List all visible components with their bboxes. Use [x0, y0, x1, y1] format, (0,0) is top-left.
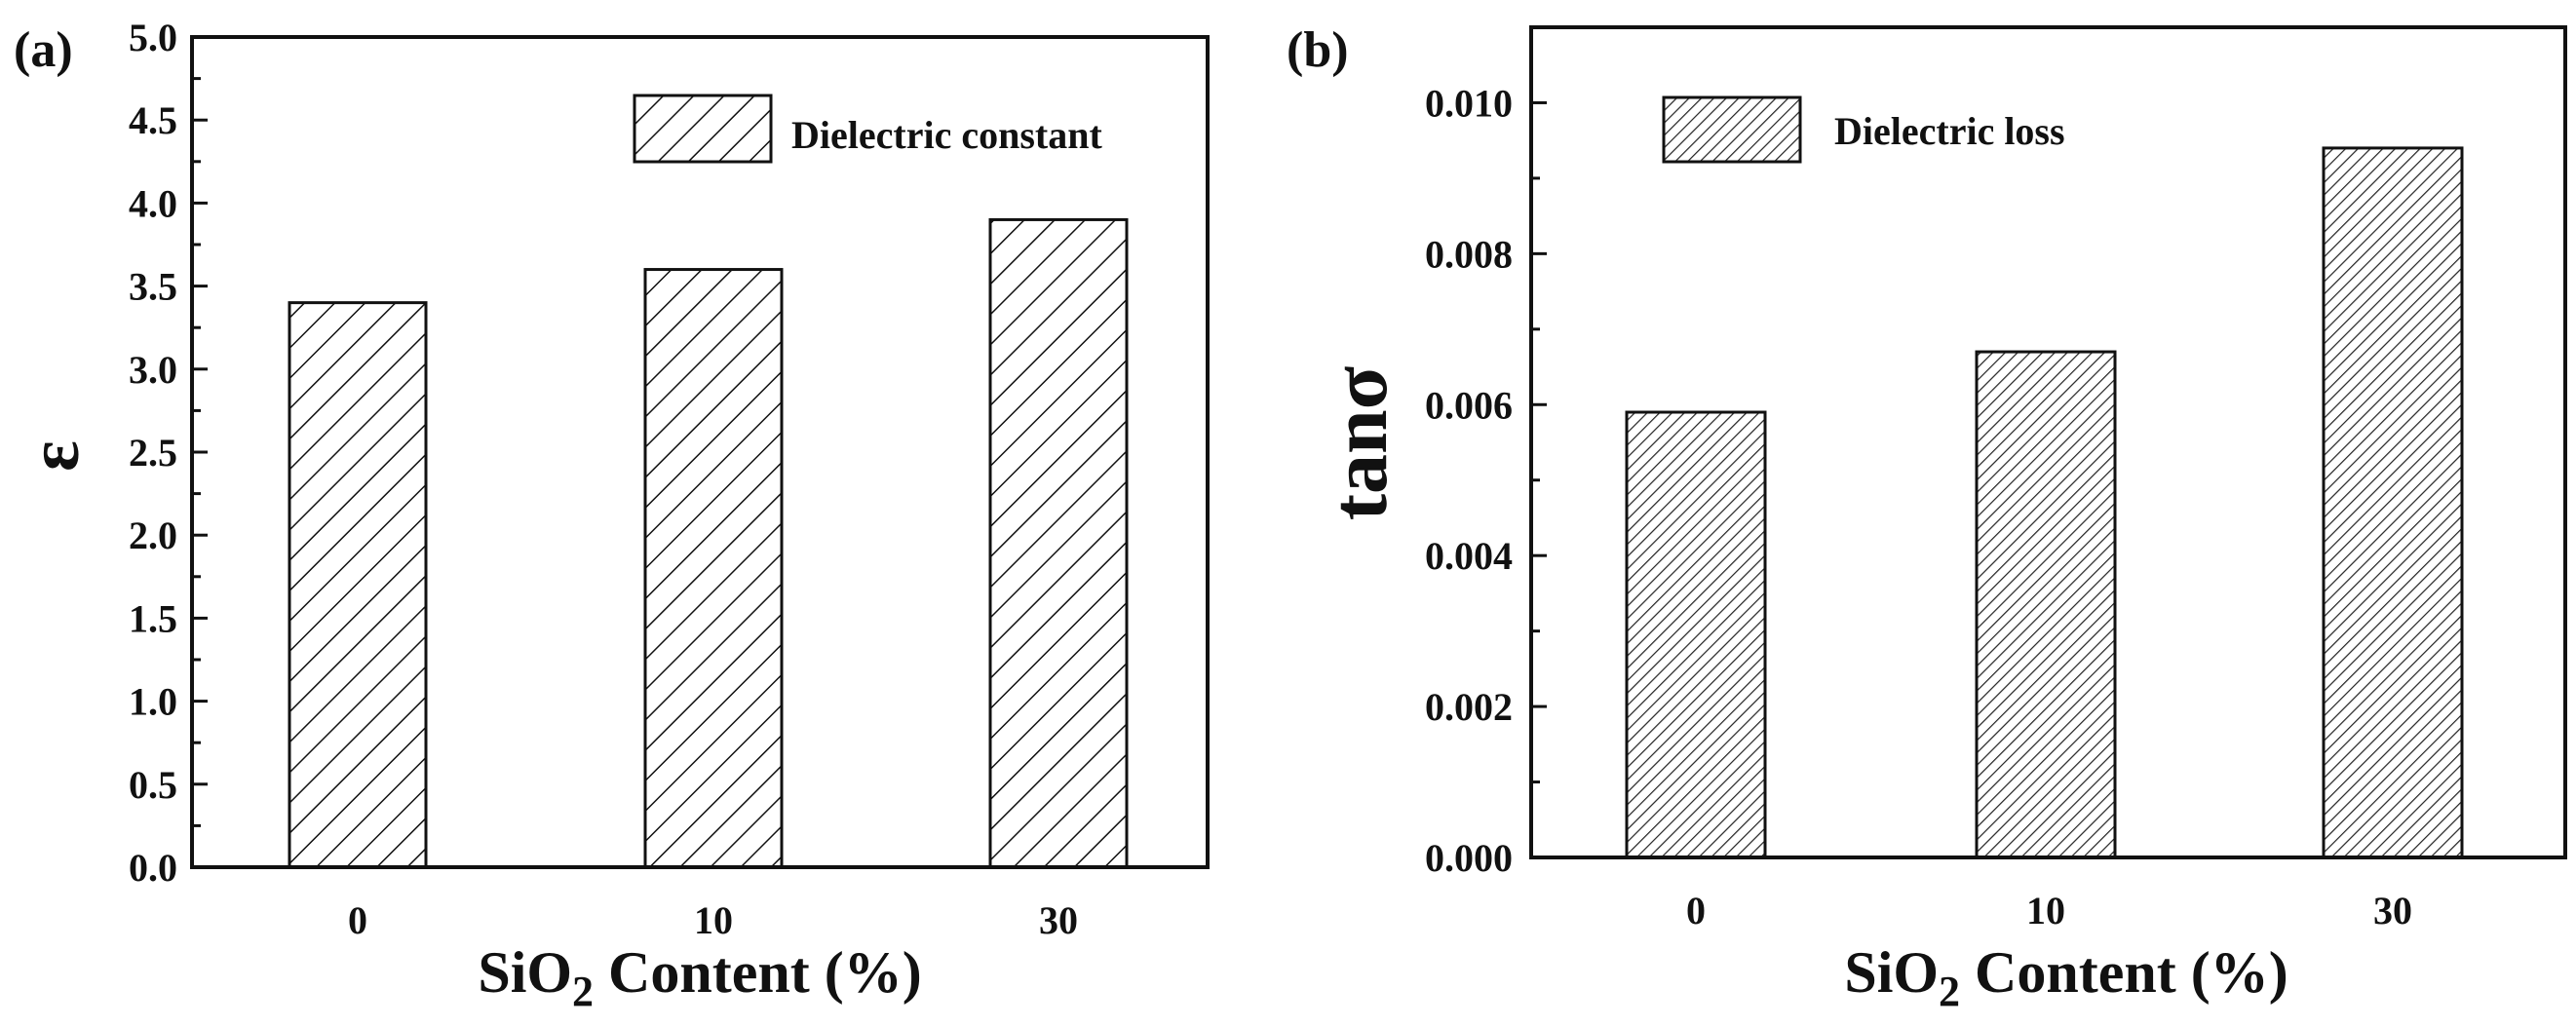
y-tick-label: 1.5 — [129, 596, 177, 640]
panel-b-frame — [1529, 25, 2567, 859]
panel-a: (a) 0.0 0.5 1.0 1.5 2.0 2.5 3.0 3.5 4.0 4.5 5.0 0 1… — [14, 16, 1210, 1015]
x-tick-label: 10 — [2026, 889, 2065, 932]
panel-b-xlabel-suffix: Content (%) — [1960, 940, 2288, 1005]
y-tick-label: 0.5 — [129, 763, 177, 807]
y-tick-label: 0.006 — [1425, 383, 1513, 427]
x-tick-label: 0 — [348, 898, 367, 942]
panel-b-xlabel-prefix: SiO — [1844, 940, 1939, 1005]
bar-10 — [643, 268, 784, 869]
y-tick-label: 0.008 — [1425, 232, 1513, 276]
y-tick-label: 4.0 — [129, 181, 177, 225]
panel-b-y-axis: 0.000 0.002 0.004 0.006 0.008 0.010 — [1425, 81, 1547, 880]
panel-a-x-axis-title: SiO2 Content (%) — [478, 940, 921, 1015]
y-tick-label: 2.5 — [129, 431, 177, 475]
panel-b-legend-swatch — [1662, 95, 1802, 164]
y-tick-label: 5.0 — [129, 16, 177, 59]
panel-b-bars — [1625, 146, 2464, 859]
panel-a-xlabel-suffix: Content (%) — [594, 940, 922, 1005]
bar-30 — [2322, 146, 2464, 859]
bar-10 — [1975, 350, 2117, 859]
panel-a-xlabel-prefix: SiO — [478, 940, 572, 1005]
panel-b-legend: Dielectric loss — [1662, 95, 2065, 164]
panel-a-x-axis: 0 10 30 — [348, 898, 1078, 942]
panel-a-y-axis-title: ε — [15, 440, 95, 472]
panel-b-label: (b) — [1287, 22, 1349, 78]
y-tick-label: 0.002 — [1425, 685, 1513, 729]
x-tick-label: 10 — [694, 898, 733, 942]
panel-a-label: (a) — [14, 22, 73, 78]
x-tick-label: 30 — [2373, 889, 2412, 932]
panel-a-legend-text: Dielectric constant — [791, 113, 1102, 157]
y-tick-label: 1.0 — [129, 680, 177, 724]
panel-b-x-axis: 0 10 30 — [1686, 889, 2412, 932]
y-tick-label: 4.5 — [129, 98, 177, 142]
panel-a-xlabel-sub: 2 — [572, 968, 594, 1015]
x-tick-label: 0 — [1686, 889, 1706, 932]
x-tick-label: 30 — [1039, 898, 1078, 942]
y-tick-label: 2.0 — [129, 514, 177, 557]
panel-a-bars — [288, 217, 1129, 869]
y-tick-label: 0.000 — [1425, 836, 1513, 880]
y-tick-label: 3.5 — [129, 265, 177, 309]
panel-b-legend-text: Dielectric loss — [1834, 109, 2065, 153]
bar-0 — [288, 301, 428, 869]
panel-b-xlabel-sub: 2 — [1939, 968, 1960, 1015]
y-tick-label: 0.010 — [1425, 81, 1513, 125]
panel-b: (b) 0.000 0.002 0.004 0.006 0.008 0.010 0 10 30… — [1287, 22, 2567, 1015]
panel-a-frame — [190, 35, 1210, 869]
y-tick-label: 3.0 — [129, 348, 177, 392]
y-tick-label: 0.0 — [129, 846, 177, 890]
bar-30 — [988, 217, 1129, 869]
bar-0 — [1625, 410, 1767, 859]
y-tick-label: 0.004 — [1425, 534, 1513, 578]
panel-b-y-axis-title: tanσ — [1315, 365, 1403, 520]
panel-b-x-axis-title: SiO2 Content (%) — [1844, 940, 2288, 1015]
panel-a-legend-swatch — [633, 94, 773, 164]
panel-a-legend: Dielectric constant — [633, 94, 1102, 164]
panel-a-y-axis: 0.0 0.5 1.0 1.5 2.0 2.5 3.0 3.5 4.0 4.5 5.0 — [129, 16, 208, 890]
